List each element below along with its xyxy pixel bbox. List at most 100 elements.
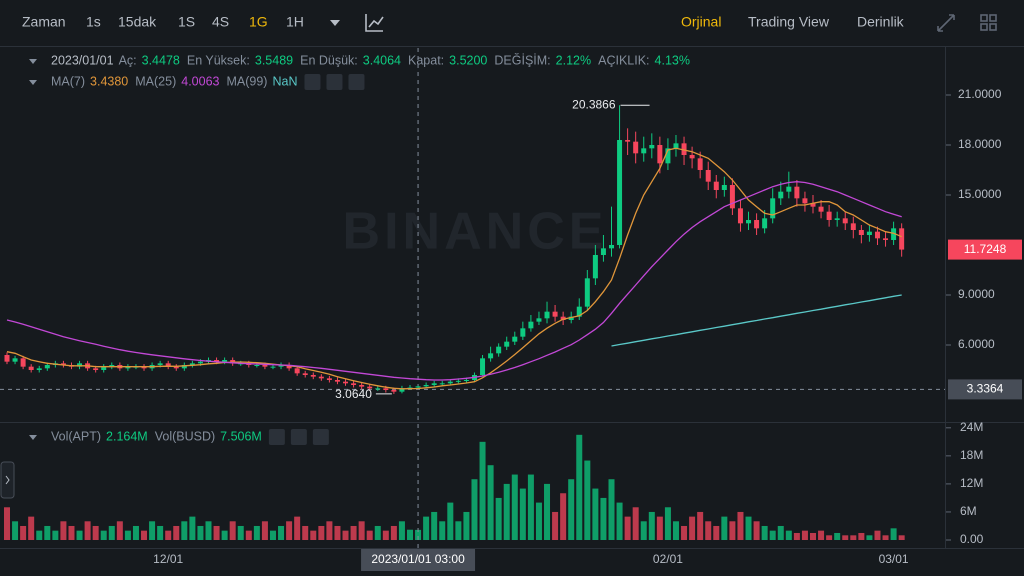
view-button[interactable]: Orjinal xyxy=(681,14,721,30)
side-toggle[interactable] xyxy=(0,461,15,499)
ma-label: MA(25) xyxy=(135,74,176,88)
volume-bar xyxy=(415,529,422,540)
volume-bar xyxy=(656,516,663,540)
volume-bar xyxy=(769,530,776,540)
volume-bar xyxy=(568,479,575,540)
volume-bar xyxy=(237,525,244,540)
candle-body xyxy=(617,140,623,245)
min-label: 3.0640 xyxy=(335,387,372,401)
volume-bar xyxy=(834,532,841,540)
y-tick-label: 9.0000 xyxy=(958,287,995,301)
volume-bar xyxy=(108,525,115,540)
volume-bar xyxy=(552,511,559,540)
info-value: 4.13% xyxy=(655,53,690,67)
volume-bar xyxy=(12,521,19,540)
volume-bar xyxy=(261,521,268,540)
legend-tool[interactable] xyxy=(290,429,307,445)
candle-body xyxy=(44,365,50,369)
legend-tool[interactable] xyxy=(268,429,285,445)
candle-body xyxy=(423,385,429,387)
view-button[interactable]: Trading View xyxy=(748,14,830,30)
candle-body xyxy=(254,365,260,366)
volume-bar xyxy=(213,525,220,540)
volume-bar xyxy=(398,521,405,540)
volume-bar xyxy=(60,521,67,540)
candle-body xyxy=(818,206,824,212)
volume-bar xyxy=(221,530,228,540)
interval-button[interactable]: 15dak xyxy=(118,14,157,30)
candle-body xyxy=(689,155,695,159)
crosshair-date: 2023/01/01 03:00 xyxy=(371,552,465,566)
candle-body xyxy=(431,383,437,385)
info-label: DEĞİŞİM: xyxy=(494,52,550,67)
vol-label: Vol(APT) xyxy=(51,429,101,443)
volume-bar xyxy=(705,521,712,540)
x-tick-label: 12/01 xyxy=(153,552,183,566)
ma-value: 3.4380 xyxy=(90,74,128,88)
candle-body xyxy=(286,365,292,369)
interval-button[interactable]: 1S xyxy=(178,14,195,30)
volume-bar xyxy=(624,516,631,540)
legend-tool[interactable] xyxy=(312,429,329,445)
candle-body xyxy=(318,376,324,379)
candle-body xyxy=(842,218,848,224)
candle-body xyxy=(20,358,26,367)
volume-bar xyxy=(68,525,75,540)
collapse-info[interactable] xyxy=(29,59,37,64)
candle-body xyxy=(786,186,792,192)
candle-body xyxy=(810,203,816,207)
candle-body xyxy=(584,278,590,307)
collapse-ma[interactable] xyxy=(29,80,37,85)
volume-bar xyxy=(801,530,808,540)
interval-dropdown[interactable] xyxy=(330,20,340,26)
volume-bar xyxy=(407,529,413,540)
vol-tick-label: 0.00 xyxy=(960,532,984,546)
candle-body xyxy=(665,148,671,164)
volume-bar xyxy=(471,479,478,540)
y-tick-label: 6.0000 xyxy=(958,337,995,351)
candle-body xyxy=(93,368,99,370)
layout-icon[interactable] xyxy=(980,14,997,31)
volume-bar xyxy=(785,530,792,540)
interval-button[interactable]: 1s xyxy=(86,14,101,30)
legend-tool[interactable] xyxy=(348,74,365,90)
candle-body xyxy=(770,198,776,219)
candle-body xyxy=(173,366,179,369)
interval-button[interactable]: 1H xyxy=(286,14,304,30)
volume-bar xyxy=(874,530,881,540)
collapse-volume[interactable] xyxy=(29,435,37,440)
info-label: Kapat: xyxy=(408,53,444,67)
ma-value: NaN xyxy=(272,74,297,88)
volume-bar xyxy=(431,511,438,540)
view-button[interactable]: Derinlik xyxy=(857,14,905,30)
candle-body xyxy=(520,328,526,337)
volume-bar xyxy=(882,535,889,540)
ma-label: MA(99) xyxy=(226,74,267,88)
side-toggle-arrow xyxy=(5,475,10,485)
volume-bar xyxy=(157,525,164,540)
toolbar xyxy=(0,0,1024,46)
volume-bar xyxy=(495,497,502,540)
interval-button[interactable]: 1G xyxy=(249,14,268,30)
fullscreen-icon[interactable] xyxy=(937,14,955,32)
candle-body xyxy=(109,365,115,367)
candle-body xyxy=(778,191,784,199)
legend-tool[interactable] xyxy=(326,74,343,90)
legend-tool[interactable] xyxy=(304,74,321,90)
candle-body xyxy=(544,311,550,319)
vol-value: 2.164M xyxy=(106,429,148,443)
candle-body xyxy=(310,375,316,377)
volume-bar xyxy=(423,516,430,540)
last-price: 11.7248 xyxy=(964,242,1007,256)
volume-bar xyxy=(455,521,462,540)
candle-body xyxy=(157,363,163,365)
volume-bar xyxy=(721,516,728,540)
volume-bar xyxy=(92,525,99,540)
volume-bar xyxy=(439,521,446,540)
y-tick-label: 15.0000 xyxy=(958,187,1002,201)
indicator-icon[interactable] xyxy=(365,14,384,32)
interval-button[interactable]: 4S xyxy=(212,14,229,30)
volume-bar xyxy=(826,535,833,540)
volume-bar xyxy=(560,493,567,540)
candle-body xyxy=(625,140,631,142)
